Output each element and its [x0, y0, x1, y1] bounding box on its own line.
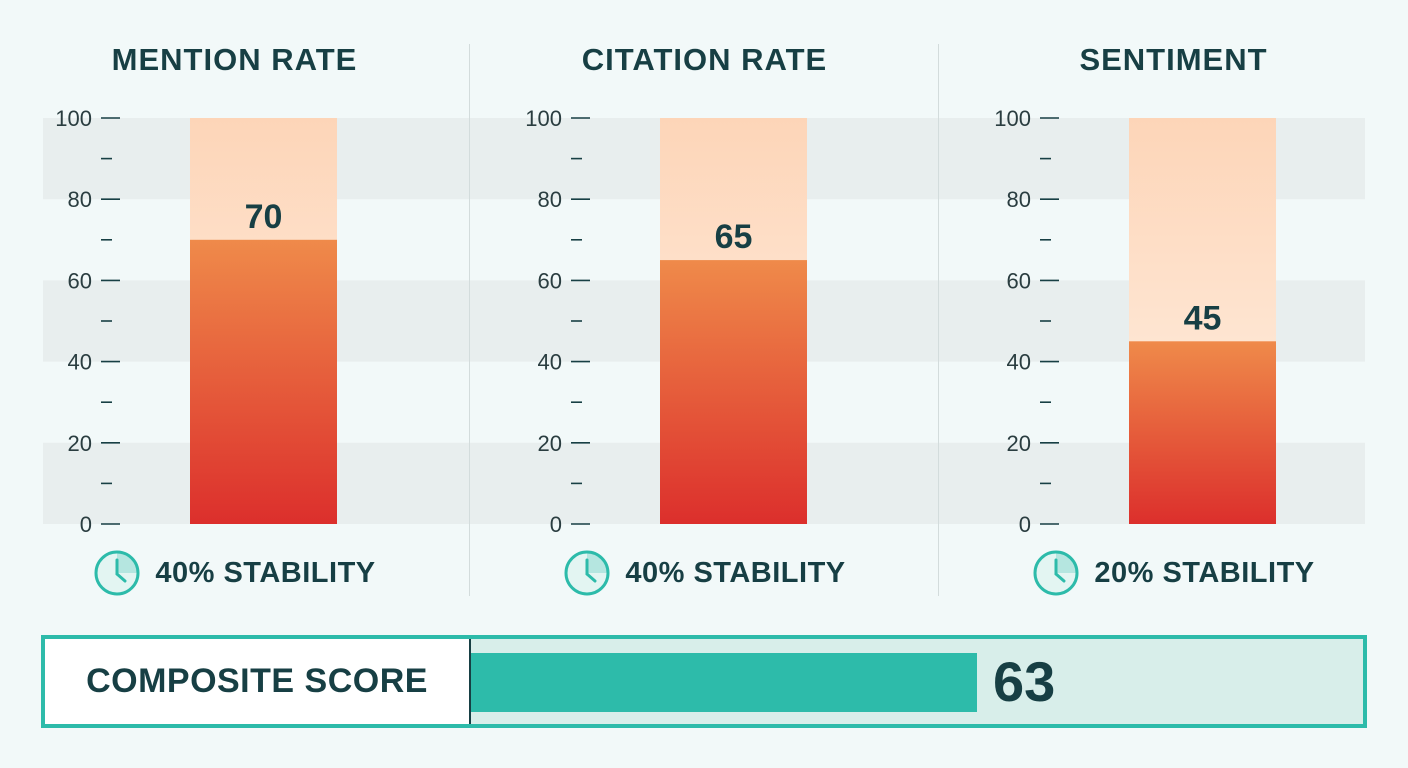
- composite-score-fill: [471, 653, 977, 712]
- bar: [660, 260, 807, 524]
- panel-divider: [938, 44, 939, 596]
- y-tick-label: 0: [550, 512, 562, 537]
- y-tick-label: 0: [80, 512, 92, 537]
- y-tick-label: 40: [538, 350, 562, 375]
- y-tick-label: 80: [68, 187, 92, 212]
- panel-divider: [469, 44, 470, 596]
- stability-label: 40% STABILITY: [155, 556, 376, 589]
- bar-data-label: 70: [245, 198, 283, 236]
- mention-rate-panel: MENTION RATE 0 20 40 60 80 100 70 40% STABILIT…: [0, 0, 469, 600]
- y-tick-label: 0: [1019, 512, 1031, 537]
- bar: [1129, 341, 1276, 524]
- citation-rate-panel: CITATION RATE 0 20 40 60 80 100 65 40% STABILI…: [470, 0, 939, 600]
- chart-title: CITATION RATE: [581, 42, 828, 77]
- y-tick-label: 40: [68, 350, 92, 375]
- y-tick-label: 60: [538, 268, 562, 293]
- bar: [190, 239, 337, 525]
- composite-score-bar: COMPOSITE SCORE 63: [41, 635, 1367, 728]
- y-tick-label: 60: [68, 268, 92, 293]
- y-tick-label: 40: [1007, 350, 1031, 375]
- composite-score-value: 63: [993, 650, 1056, 713]
- y-tick-label: 100: [994, 106, 1031, 131]
- y-tick-label: 20: [1007, 431, 1031, 456]
- chart-title: SENTIMENT: [1079, 42, 1268, 77]
- y-tick-label: 20: [538, 431, 562, 456]
- clock-icon: [94, 550, 140, 596]
- stability-indicator: 40% STABILITY: [470, 548, 939, 598]
- stability-indicator: 20% STABILITY: [939, 548, 1408, 598]
- stability-label: 40% STABILITY: [625, 556, 846, 589]
- chart-title: MENTION RATE: [111, 42, 358, 77]
- mention-rate-plot: 0 20 40 60 80 100 70: [43, 106, 469, 537]
- bar-data-label: 45: [1184, 299, 1222, 337]
- y-tick-label: 100: [525, 106, 562, 131]
- bar-data-label: 65: [715, 218, 753, 256]
- y-tick-label: 60: [1007, 268, 1031, 293]
- clock-icon: [1033, 550, 1079, 596]
- composite-score-label: COMPOSITE SCORE: [45, 639, 471, 724]
- stability-indicator: 40% STABILITY: [0, 548, 469, 598]
- y-tick-label: 80: [1007, 187, 1031, 212]
- y-tick-label: 80: [538, 187, 562, 212]
- sentiment-plot: 0 20 40 60 80 100 45: [939, 106, 1365, 537]
- y-tick-label: 100: [55, 106, 92, 131]
- citation-rate-plot: 0 20 40 60 80 100 65: [470, 106, 939, 537]
- stability-label: 20% STABILITY: [1094, 556, 1315, 589]
- composite-score-track: 63: [471, 639, 1363, 724]
- y-tick-label: 20: [68, 431, 92, 456]
- clock-icon: [564, 550, 610, 596]
- sentiment-panel: SENTIMENT 0 20 40 60 80 100 45 20% STABILITY: [939, 0, 1408, 600]
